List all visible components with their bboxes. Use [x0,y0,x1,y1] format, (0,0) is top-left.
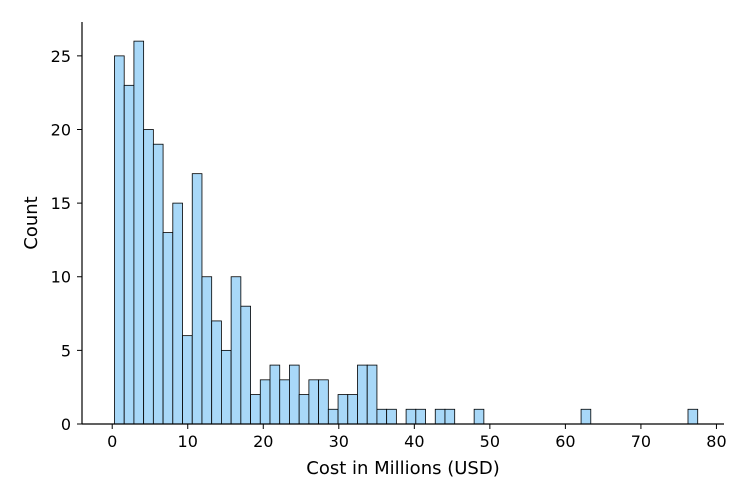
histogram-bar [201,276,213,425]
histogram-bar [405,408,417,425]
x-tick-label: 70 [631,432,651,451]
y-tick-label: 10 [51,268,71,287]
histogram-bar [162,232,174,425]
x-tick-label: 20 [253,432,273,451]
histogram-bar [366,364,378,425]
histogram-bar [289,364,300,425]
histogram-bar [259,379,271,425]
histogram-bar [279,379,290,425]
histogram-bar [386,408,397,425]
histogram-bar [376,408,388,425]
histogram-bar [240,305,251,425]
histogram-bar [182,335,193,425]
x-axis-ticks: 0 10 20 30 40 50 60 70 80 [107,424,727,451]
y-tick-label: 20 [51,120,71,139]
y-tick-label: 15 [51,194,71,213]
x-tick-label: 40 [404,432,424,451]
x-tick-label: 10 [178,432,198,451]
histogram-bar [473,408,485,425]
histogram-bar [230,276,242,425]
histogram-bar [250,394,261,425]
x-tick-label: 80 [706,432,726,451]
histogram-bar [415,408,426,425]
histogram-bar [143,129,154,425]
histogram-bar [308,379,320,425]
histogram-bar [687,408,699,425]
histogram-bar [172,202,183,425]
histogram-bar [123,84,135,425]
histogram-bar [152,143,164,425]
histogram-bar [211,320,222,425]
histogram-bar [318,379,329,425]
x-axis-label: Cost in Millions (USD) [306,458,499,479]
x-tick-label: 30 [329,432,349,451]
histogram-bar [327,408,339,425]
histogram-bar [298,394,310,425]
histogram-bar [357,364,368,425]
histogram-bar [133,40,145,425]
histogram-bars [114,40,699,425]
histogram-bar [444,408,456,425]
x-tick-label: 0 [107,432,117,451]
histogram-bar [347,394,358,425]
histogram-bar [434,408,446,425]
y-tick-label: 0 [61,415,71,434]
y-axis-label: Count [21,196,42,249]
histogram-bar [114,55,125,425]
histogram-bar [269,364,281,425]
y-tick-label: 25 [51,47,71,66]
histogram-bar [337,394,349,425]
histogram-bar [191,173,203,425]
histogram-bar [221,349,232,425]
x-tick-label: 60 [555,432,575,451]
y-tick-label: 5 [61,341,71,360]
y-axis-ticks: 0 5 10 15 20 25 [51,47,82,434]
x-tick-label: 50 [480,432,500,451]
histogram-bar [580,408,592,425]
